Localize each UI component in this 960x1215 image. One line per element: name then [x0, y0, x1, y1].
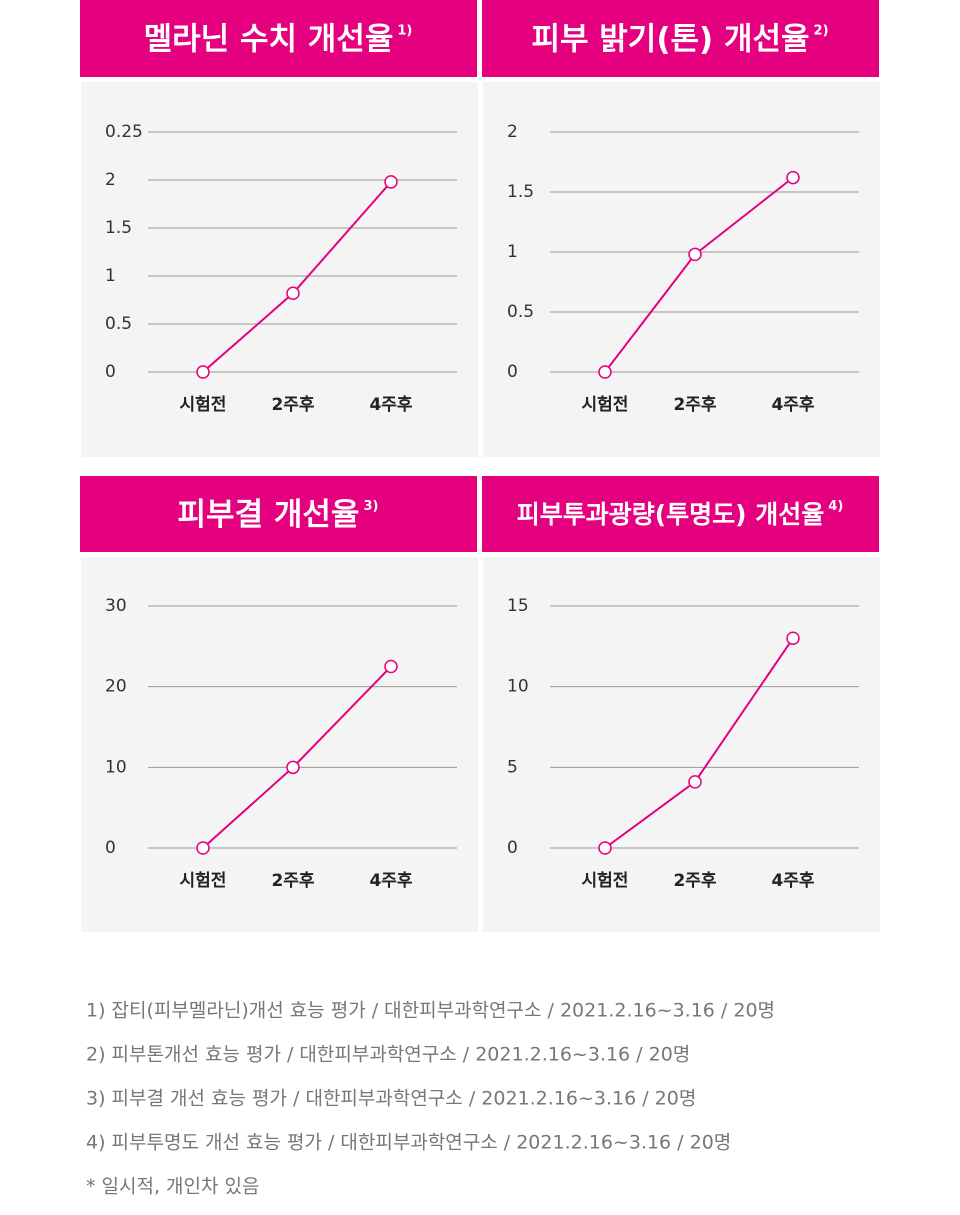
y-tick-label: 0 — [507, 362, 518, 382]
plot-area — [81, 82, 478, 457]
data-point — [286, 760, 300, 775]
title-text: 피부결 개선율 — [178, 497, 360, 533]
y-tick-label: 0 — [105, 838, 116, 858]
note-ref: 3) — [363, 499, 378, 514]
data-point — [196, 841, 210, 855]
y-tick-label: 0 — [507, 838, 518, 858]
footnote: * 일시적, 개인차 있음 — [86, 1176, 260, 1198]
header — [80, 0, 477, 77]
x-tick-label: 4주후 — [369, 394, 412, 415]
data-point — [786, 170, 800, 185]
data-point — [688, 775, 702, 789]
y-tick-label: 1 — [507, 242, 518, 262]
chart-title: 피부투과광량(투명도) 개선율 4) — [517, 499, 844, 530]
x-tick-label: 시험전 — [180, 870, 227, 891]
footnote: 4) 피부투명도 개선 효능 평가 / 대한피부과학연구소 / 2021.2.1… — [86, 1132, 731, 1154]
note-ref: 1) — [397, 23, 412, 38]
plot-area — [483, 82, 880, 457]
x-tick-label: 4주후 — [771, 394, 814, 415]
data-point — [196, 365, 210, 379]
plot-area — [81, 557, 478, 932]
x-tick-label: 시험전 — [180, 394, 227, 415]
x-tick-label: 2주후 — [673, 394, 716, 415]
chart-title: 피부결 개선율 3) — [178, 497, 379, 533]
x-tick-label: 시험전 — [582, 394, 629, 415]
chart-title: 멜라닌 수치 개선율 1) — [144, 21, 413, 57]
data-point — [598, 841, 612, 855]
data-point — [286, 286, 300, 301]
x-tick-label: 2주후 — [271, 394, 314, 415]
x-tick-label: 4주후 — [369, 870, 412, 891]
header — [482, 0, 879, 77]
title-text: 피부투과광량(투명도) 개선율 — [517, 500, 825, 529]
chart-title: 피부 밝기(톤) 개선율 2) — [531, 21, 828, 57]
x-tick-label: 2주후 — [673, 870, 716, 891]
y-tick-label: 1.5 — [507, 182, 534, 202]
x-tick-label: 시험전 — [582, 870, 629, 891]
footnote: 2) 피부톤개선 효능 평가 / 대한피부과학연구소 / 2021.2.16~3… — [86, 1044, 690, 1066]
y-tick-label: 1.5 — [105, 218, 132, 238]
note-ref: 2) — [814, 23, 829, 38]
footnote: 3) 피부결 개선 효능 평가 / 대한피부과학연구소 / 2021.2.16~… — [86, 1088, 696, 1110]
y-tick-label: 0.25 — [105, 122, 143, 142]
header — [482, 476, 879, 552]
data-point — [384, 659, 398, 674]
y-tick-label: 15 — [507, 596, 529, 616]
y-tick-label: 10 — [105, 757, 127, 777]
y-tick-label: 1 — [105, 266, 116, 286]
x-tick-label: 2주후 — [271, 870, 314, 891]
x-tick-label: 4주후 — [771, 870, 814, 891]
y-tick-label: 20 — [105, 677, 127, 697]
y-tick-label: 5 — [507, 757, 518, 777]
data-point — [384, 175, 398, 189]
y-tick-label: 0.5 — [507, 302, 534, 322]
data-point — [688, 247, 702, 262]
note-ref: 4) — [828, 499, 843, 514]
data-point — [598, 365, 612, 379]
title-text: 멜라닌 수치 개선율 — [144, 21, 394, 57]
plot-area — [483, 557, 880, 932]
footnote: 1) 잡티(피부멜라닌)개선 효능 평가 / 대한피부과학연구소 / 2021.… — [86, 1000, 775, 1022]
y-tick-label: 30 — [105, 596, 127, 616]
data-point — [786, 631, 800, 646]
y-tick-label: 0.5 — [105, 314, 132, 334]
title-text: 피부 밝기(톤) 개선율 — [531, 21, 809, 57]
y-tick-label: 2 — [507, 122, 518, 142]
header — [80, 476, 477, 552]
y-tick-label: 2 — [105, 170, 116, 190]
y-tick-label: 10 — [507, 677, 529, 697]
y-tick-label: 0 — [105, 362, 116, 382]
